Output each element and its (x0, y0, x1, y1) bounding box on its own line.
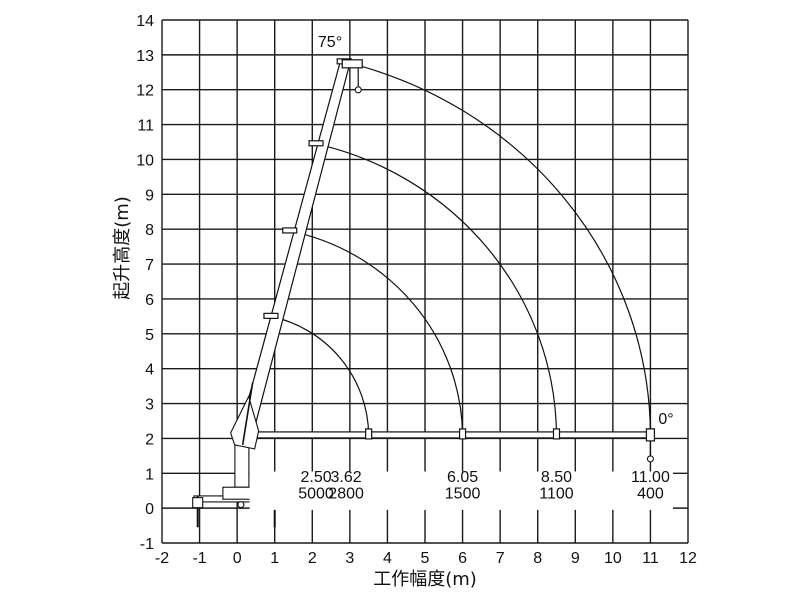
x-tick-label: 12 (679, 550, 697, 567)
radius-value-3: 6.05 (447, 469, 478, 486)
x-tick-label: 1 (270, 550, 279, 567)
y-tick-label: 4 (145, 362, 154, 379)
max-angle-label: 75° (318, 34, 342, 51)
boom-head-raised (341, 59, 363, 69)
load-value-4: 1100 (539, 485, 574, 502)
min-angle-label: 0° (658, 411, 673, 428)
boom-joint-raised-3 (308, 140, 324, 147)
boom-raised (237, 61, 351, 436)
y-tick-label: 3 (145, 397, 154, 414)
x-tick-label: 10 (604, 550, 622, 567)
y-tick-label: 14 (136, 13, 154, 30)
y-tick-label: 0 (145, 501, 154, 518)
x-tick-label: 7 (496, 550, 505, 567)
hook-raised (354, 86, 362, 94)
y-tick-label: 9 (145, 187, 154, 204)
boom-joint-raised-1 (263, 312, 279, 319)
x-tick-label: 2 (308, 550, 317, 567)
boom-knuckle (230, 395, 260, 450)
x-tick-label: -2 (155, 550, 169, 567)
x-tick-label: 3 (345, 550, 354, 567)
radius-value-1: 2.50 (300, 469, 331, 486)
load-value-5: 400 (637, 485, 664, 502)
table-background (249, 471, 673, 510)
boom-joint-horizontal-3 (552, 428, 561, 440)
y-tick-label: 10 (136, 152, 154, 169)
y-tick-label: 5 (145, 327, 154, 344)
x-tick-label: 6 (458, 550, 467, 567)
y-axis-label: 起升高度(m) (112, 196, 133, 300)
y-tick-label: 11 (137, 118, 154, 135)
boom-horizontal (244, 431, 652, 439)
tick-labels: -2 -1 0 1 2 3 4 5 6 7 8 9 10 11 12-1012345678910111213… (136, 13, 697, 567)
x-tick-label: 0 (233, 550, 242, 567)
y-tick-label: 12 (136, 83, 154, 100)
y-tick-label: 8 (145, 222, 154, 239)
lift-arc-4 (344, 61, 652, 435)
boom-joint-horizontal-1 (365, 428, 373, 440)
x-axis-label: 工作幅度(m) (373, 569, 477, 590)
x-tick-label: 4 (383, 550, 392, 567)
load-value-3: 1500 (445, 485, 481, 502)
x-tick-label: 5 (421, 550, 430, 567)
y-tick-label: 7 (145, 257, 154, 274)
y-tick-label: 1 (145, 466, 154, 483)
radius-value-5: 11.00 (631, 469, 670, 486)
y-tick-label: 2 (145, 431, 154, 448)
hook-horizontal (646, 455, 654, 463)
base-pin (237, 501, 245, 509)
load-value-1: 5000 (298, 485, 334, 502)
boom-head-horizontal (645, 428, 656, 442)
y-tick-label: 6 (145, 292, 154, 309)
lifting-arcs (270, 61, 652, 435)
x-tick-label: -1 (192, 550, 206, 567)
x-tick-label: 9 (571, 550, 580, 567)
x-tick-label: 8 (533, 550, 542, 567)
load-value-2: 2800 (328, 485, 364, 502)
y-tick-label: -1 (140, 536, 154, 553)
radius-value-4: 8.50 (541, 469, 572, 486)
crane-base (192, 382, 281, 528)
lift-cylinder (241, 382, 254, 446)
lift-arc-1 (270, 315, 370, 435)
lift-arc-2 (289, 230, 464, 435)
boom-drawing (237, 58, 656, 463)
y-tick-label: 13 (136, 48, 154, 65)
lift-arc-3 (315, 143, 558, 435)
radius-value-2: 3.62 (331, 469, 362, 486)
x-tick-label: 11 (642, 550, 659, 567)
boom-joint-horizontal-2 (458, 428, 467, 440)
outrigger-box-left (192, 497, 204, 509)
boom-joint-raised-2 (282, 227, 298, 234)
